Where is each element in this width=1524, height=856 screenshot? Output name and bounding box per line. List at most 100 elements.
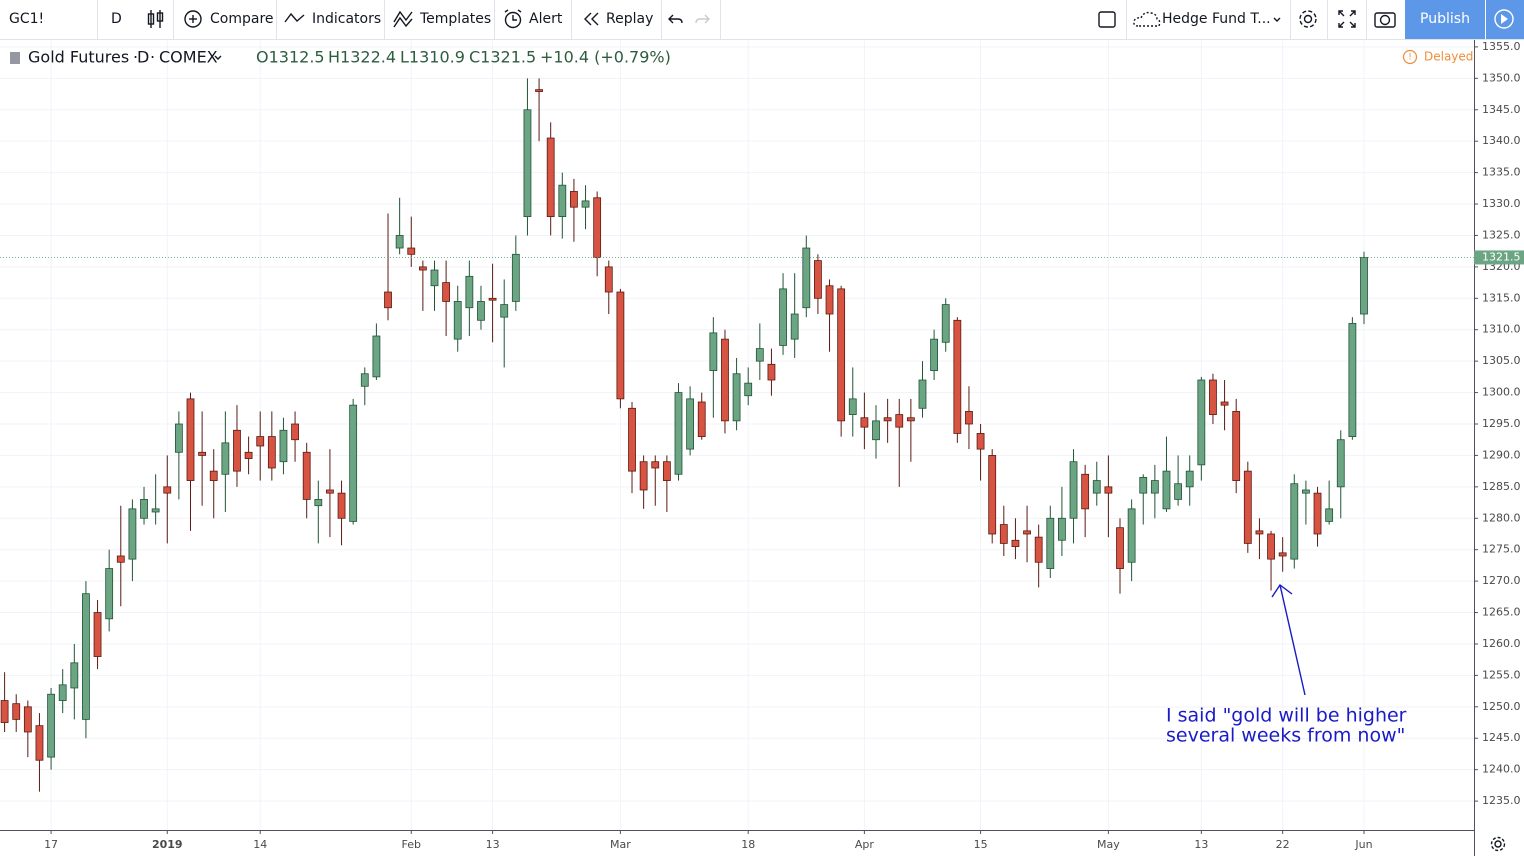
candle-body	[872, 420, 880, 441]
candle-body	[105, 568, 114, 620]
x-tick-label: 13	[486, 838, 500, 851]
candle-body	[837, 288, 846, 422]
y-tick-label: 1335.0	[1482, 166, 1521, 179]
publish-label[interactable]: Publish	[1420, 11, 1470, 27]
last-price-label: 1321.5	[1482, 250, 1521, 263]
candle-body	[93, 612, 102, 657]
candle-body	[209, 470, 218, 481]
legend-exchange: COMEX	[159, 48, 218, 67]
symbol-button[interactable]: GC1!	[9, 11, 44, 27]
indicators-button[interactable]: Indicators	[312, 11, 381, 27]
y-tick-label: 1285.0	[1482, 480, 1521, 493]
candle-body	[593, 197, 602, 258]
legend-change: +10.4 (+0.79%)	[540, 48, 671, 67]
candle-body	[314, 499, 323, 507]
fullscreen-button[interactable]	[1338, 10, 1356, 28]
y-tick-label: 1340.0	[1482, 134, 1521, 147]
alert-icon[interactable]	[504, 9, 522, 29]
candle-body	[651, 461, 660, 469]
templates-button[interactable]: Templates	[419, 11, 491, 27]
candle-body	[186, 398, 195, 481]
candle-body	[233, 429, 241, 472]
undo-button[interactable]	[668, 14, 683, 24]
axis-settings-button[interactable]	[1490, 836, 1506, 852]
candle-body	[384, 291, 392, 309]
candle-body	[128, 508, 137, 560]
settings-button[interactable]	[1299, 10, 1317, 28]
candle-body	[1058, 517, 1066, 541]
candle-body	[732, 373, 741, 422]
x-tick-label: 15	[974, 838, 988, 851]
candle-body	[1278, 552, 1287, 557]
candle-body	[825, 285, 834, 315]
legend-caret[interactable]	[214, 55, 222, 60]
replay-icon[interactable]	[584, 12, 599, 26]
candle-body	[1197, 379, 1206, 466]
y-tick-label: 1295.0	[1482, 417, 1521, 430]
y-tick-label: 1350.0	[1482, 71, 1521, 84]
replay-button[interactable]: Replay	[606, 11, 653, 27]
legend-dot: ·	[150, 48, 155, 67]
candle-body	[0, 700, 9, 723]
candle-body	[1243, 470, 1252, 544]
legend-open: O1312.5	[256, 48, 325, 67]
snapshot-button[interactable]	[1374, 12, 1396, 28]
layout-caret[interactable]	[1273, 17, 1281, 22]
compare-icon[interactable]	[184, 10, 202, 28]
candle-body	[639, 461, 648, 491]
candle-body	[546, 137, 555, 218]
redo-button[interactable]	[695, 14, 710, 24]
candle-body	[407, 247, 416, 255]
compare-button[interactable]: Compare	[210, 11, 274, 27]
symbol-logo	[10, 52, 20, 64]
candle-body	[1046, 517, 1055, 569]
candle-body	[1267, 533, 1275, 560]
toolbar	[0, 0, 1524, 39]
candle-body	[477, 301, 485, 321]
legend-low: L1310.9	[400, 48, 465, 67]
layout-name[interactable]: Hedge Fund T...	[1162, 11, 1271, 27]
templates-icon[interactable]	[393, 10, 413, 28]
layout-icon[interactable]	[1098, 11, 1116, 28]
candle-body	[256, 436, 265, 447]
x-tick-label: 2019	[152, 838, 183, 851]
candle-body	[999, 524, 1008, 544]
y-tick-label: 1305.0	[1482, 354, 1521, 367]
candle-body	[965, 411, 973, 425]
interval-button[interactable]: D	[111, 11, 122, 27]
candle-body	[279, 429, 288, 463]
candle-body	[430, 269, 439, 287]
candle-body	[1348, 323, 1357, 437]
indicators-icon[interactable]	[284, 12, 305, 23]
candle-body	[58, 684, 67, 701]
candle-body	[1104, 486, 1113, 494]
chart-type-icon[interactable]	[147, 10, 164, 28]
candle-body	[1336, 439, 1345, 488]
publish-button[interactable]	[1405, 0, 1485, 39]
candle-body	[581, 200, 590, 208]
candle-body	[674, 392, 683, 475]
candle-body	[1069, 461, 1078, 519]
y-tick-label: 1315.0	[1482, 291, 1521, 304]
candle-body	[442, 282, 451, 302]
annotation: I said "gold will be higher	[1166, 705, 1407, 727]
legend-interval: D	[137, 48, 149, 67]
candle-body	[906, 417, 915, 422]
candle-body	[23, 706, 32, 733]
candle-body	[1162, 470, 1171, 510]
candle-body	[779, 288, 787, 346]
candle-body	[535, 89, 543, 92]
candle-body	[1360, 257, 1368, 315]
alert-button[interactable]: Alert	[529, 11, 563, 27]
candle-body	[326, 489, 334, 494]
legend-dot: ·	[133, 48, 138, 67]
candle-body	[198, 451, 207, 456]
candle-body	[790, 313, 799, 340]
candle-body	[302, 451, 311, 500]
y-tick-label: 1235.0	[1482, 794, 1521, 807]
candle-body	[1023, 530, 1031, 535]
y-tick-label: 1245.0	[1482, 731, 1521, 744]
candle-body	[930, 338, 939, 371]
candle-body	[709, 332, 718, 371]
candle-body	[604, 266, 613, 293]
